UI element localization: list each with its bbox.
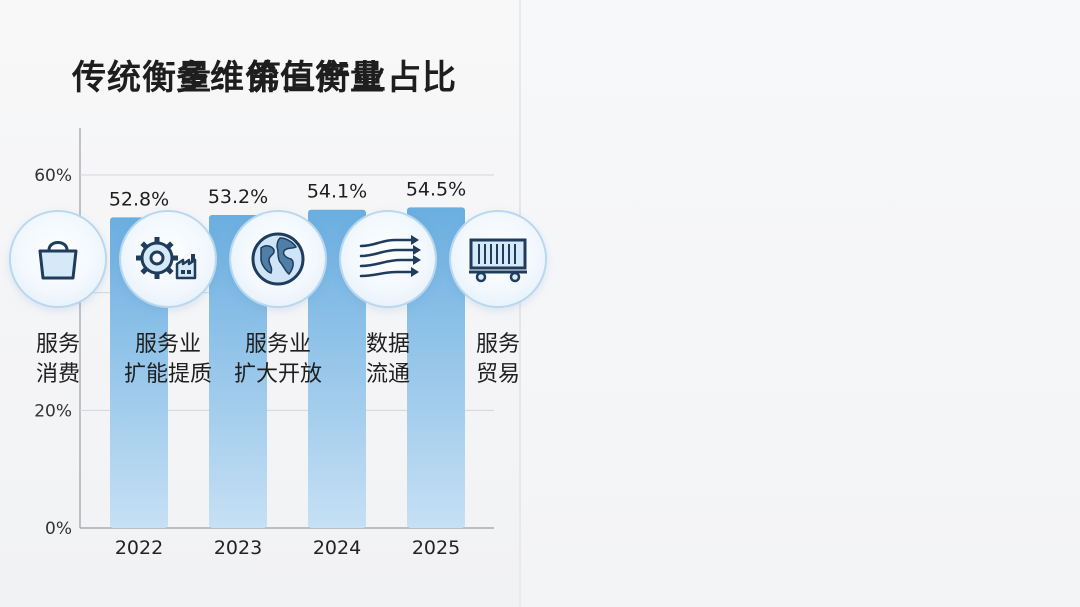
data-flow-arrows-icon bbox=[341, 212, 435, 306]
dimension-label: 数据 流通 bbox=[365, 332, 410, 387]
dimension-item-service-opening: 服务业 扩大开放 bbox=[223, 212, 333, 390]
x-tick-label-2024: 2024 bbox=[313, 537, 361, 559]
shipping-container-icon bbox=[451, 212, 545, 306]
y-tick-label: 0% bbox=[45, 519, 72, 539]
x-tick-label-2023: 2023 bbox=[214, 537, 262, 559]
dimension-label: 服务 消费 bbox=[35, 332, 80, 387]
dimension-item-service-trade: 服务 贸易 bbox=[443, 212, 553, 390]
right-panel bbox=[520, 0, 1080, 607]
globe-icon bbox=[231, 212, 325, 306]
dimensions-title: 多维价值衡量 bbox=[175, 58, 385, 98]
data-label-2022: 52.8% bbox=[109, 188, 169, 210]
dimension-label: 服务业 扩大开放 bbox=[233, 332, 322, 387]
dimension-item-data-circulation: 数据 流通 bbox=[333, 212, 443, 390]
dimension-label: 服务 贸易 bbox=[475, 332, 520, 387]
data-label-2025: 54.5% bbox=[406, 178, 466, 200]
data-label-2024: 54.1% bbox=[307, 181, 367, 203]
y-tick-label: 20% bbox=[34, 401, 72, 421]
dimension-list: 服务 消费 bbox=[0, 212, 560, 412]
dimension-item-service-upgrade: 服务业 扩能提质 bbox=[113, 212, 223, 390]
x-tick-label-2022: 2022 bbox=[115, 537, 163, 559]
x-tick-label-2025: 2025 bbox=[412, 537, 460, 559]
dimension-item-service-consumption: 服务 消费 bbox=[3, 212, 113, 390]
y-tick-label: 60% bbox=[34, 166, 72, 186]
chart-title: 传统衡量：第三产业占比 bbox=[72, 58, 457, 98]
panel-divider bbox=[519, 0, 521, 607]
shopping-bag-icon bbox=[11, 212, 105, 306]
gear-factory-icon bbox=[121, 212, 215, 306]
dimension-label: 服务业 扩能提质 bbox=[123, 332, 212, 387]
data-label-2023: 53.2% bbox=[208, 186, 268, 208]
